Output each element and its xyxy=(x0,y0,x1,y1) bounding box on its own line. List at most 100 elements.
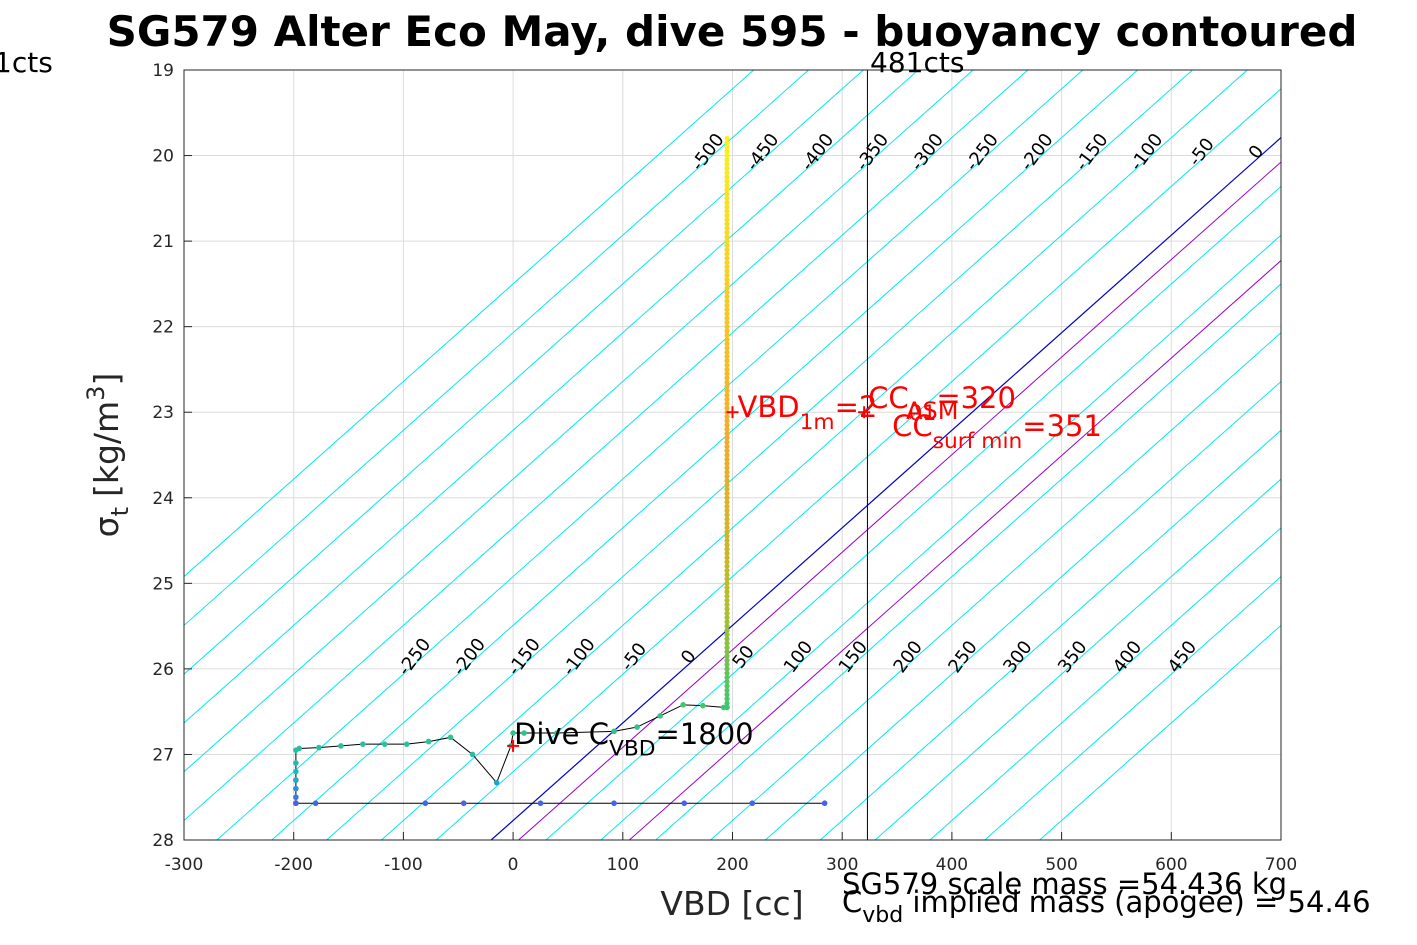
profile-point xyxy=(724,302,730,308)
profile-point xyxy=(724,328,730,334)
y-tick-label: 21 xyxy=(152,232,174,252)
profile-point xyxy=(724,281,730,287)
axis-ticks: -300 -200 -100 0 100 200 300 400 500 600 700 19 20 21… xyxy=(152,61,1297,875)
profile-point xyxy=(724,473,730,479)
bottom-path-point xyxy=(316,744,322,751)
bottom-path-point xyxy=(521,730,527,736)
profile-point xyxy=(724,144,730,150)
data-layer xyxy=(293,135,828,807)
y-label-unit: [kg/m xyxy=(87,401,126,497)
y-tick-label: 22 xyxy=(152,318,174,338)
profile-point xyxy=(724,264,730,270)
profile-point xyxy=(724,152,730,159)
profile-point xyxy=(724,426,730,432)
deep-point xyxy=(749,800,756,807)
profile-point xyxy=(724,413,730,420)
bottom-path-point xyxy=(510,730,516,736)
bottom-path-point xyxy=(381,741,388,747)
bottom-path-point xyxy=(360,741,366,747)
x-tick-label: 700 xyxy=(1265,855,1297,875)
profile-point xyxy=(724,585,730,591)
bottom-path-point xyxy=(293,794,299,801)
cc01-label: CC01=320 xyxy=(868,381,1016,426)
profile-point xyxy=(724,460,730,467)
profile-point xyxy=(724,614,730,621)
profile-point xyxy=(724,298,730,304)
profile-point xyxy=(724,336,730,343)
buoyancy-contour-line xyxy=(184,70,1029,822)
profile-point xyxy=(724,375,730,381)
profile-point xyxy=(724,289,730,296)
y-tick-label: 26 xyxy=(152,660,174,680)
chart-title: SG579 Alter Eco May, dive 595 - buoyancy… xyxy=(107,7,1358,56)
x-tick-label: -100 xyxy=(384,855,423,875)
bottom-path-point xyxy=(425,738,432,745)
profile-point xyxy=(724,576,730,582)
profile-point xyxy=(724,170,730,176)
x-tick-label: -300 xyxy=(165,855,204,875)
profile-point xyxy=(724,272,730,278)
profile-point xyxy=(724,208,730,214)
profile-point xyxy=(724,135,730,142)
bottom-path-point xyxy=(469,751,476,758)
fit-contour-line xyxy=(518,161,1281,840)
cc-surf-min-label: CCsurf min=351 xyxy=(892,409,1102,454)
profile-point xyxy=(724,495,730,501)
profile-point xyxy=(724,362,730,368)
profile-point xyxy=(724,379,730,385)
vbd-1m-label: VBD1m=2 xyxy=(738,390,878,435)
profile-point xyxy=(724,324,730,330)
buoyancy-contour-line xyxy=(184,70,755,578)
profile-point xyxy=(724,469,730,475)
x-tick-label: 100 xyxy=(607,855,639,875)
profile-point xyxy=(724,238,730,244)
deep-point xyxy=(460,800,467,807)
profile-point xyxy=(724,542,730,548)
profile-point xyxy=(724,490,730,497)
bottom-path-point xyxy=(493,779,500,786)
profile-point xyxy=(724,251,730,257)
deep-point xyxy=(293,800,299,807)
bottom-path-point xyxy=(634,724,640,730)
profile-point xyxy=(724,644,730,651)
profile-point xyxy=(724,683,730,689)
y-tick-label: 19 xyxy=(152,61,174,81)
buoyancy-contour-line xyxy=(381,70,1248,840)
profile-point xyxy=(724,285,730,291)
deep-point xyxy=(681,800,688,807)
profile-point xyxy=(724,178,730,184)
profile-point xyxy=(724,503,730,509)
profile-point xyxy=(724,225,730,231)
profile-point xyxy=(724,229,730,236)
profile-point xyxy=(724,589,730,595)
buoyancy-contour-line xyxy=(765,380,1281,840)
profile-point xyxy=(724,439,730,445)
profile-point xyxy=(724,636,730,642)
buoyancy-contour-line xyxy=(184,70,974,773)
profile-point xyxy=(724,174,730,180)
profile-point xyxy=(724,627,730,633)
dive-cvbd-label: Dive CVBD=1800 xyxy=(514,717,754,762)
buoyancy-contours xyxy=(184,70,1281,840)
profile-point xyxy=(724,691,730,698)
profile-point xyxy=(724,657,730,663)
profile-point xyxy=(724,268,730,274)
y-tick-label: 25 xyxy=(152,574,174,594)
profile-point xyxy=(724,610,730,616)
profile-point xyxy=(724,234,730,240)
profile-point xyxy=(724,572,730,578)
bottom-path-point xyxy=(293,785,299,792)
buoyancy-contour-line xyxy=(984,575,1281,840)
profile-point xyxy=(724,559,730,565)
x-tick-label: 600 xyxy=(1155,855,1187,875)
profile-point xyxy=(724,366,730,373)
profile-point xyxy=(724,443,730,450)
x-axis-label: VBD [cc] xyxy=(660,884,803,923)
profile-point xyxy=(724,679,730,685)
x-tick-label: 0 xyxy=(508,855,519,875)
profile-point xyxy=(724,405,730,411)
buoyancy-contour-line xyxy=(184,70,864,675)
zero-buoyancy-line xyxy=(490,136,1281,840)
deep-point xyxy=(312,800,319,807)
